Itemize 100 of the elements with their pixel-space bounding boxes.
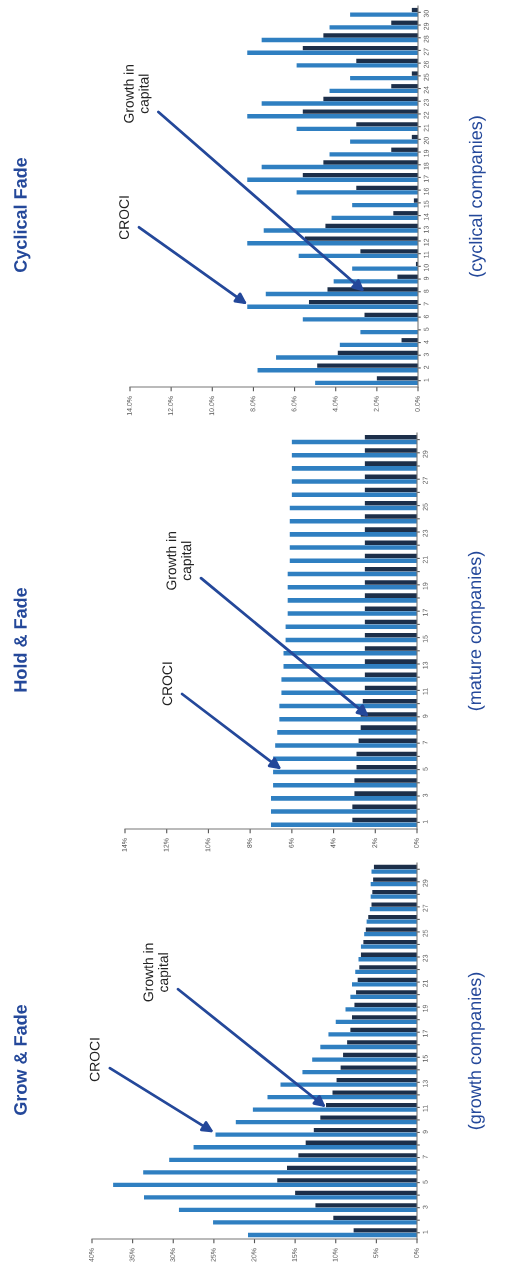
bar bbox=[350, 994, 417, 999]
bar bbox=[360, 944, 417, 949]
bar bbox=[265, 291, 418, 297]
bar bbox=[376, 376, 418, 381]
bar bbox=[289, 532, 417, 537]
bar bbox=[373, 864, 417, 870]
bar bbox=[275, 743, 417, 748]
bar bbox=[364, 514, 417, 519]
bar bbox=[336, 1077, 417, 1083]
bar bbox=[360, 249, 418, 254]
bar bbox=[364, 646, 417, 651]
annotation: CROCI bbox=[89, 1038, 100, 1082]
bar bbox=[247, 50, 418, 55]
bar bbox=[353, 1228, 417, 1233]
bar bbox=[371, 869, 417, 874]
bar bbox=[370, 881, 417, 887]
bar bbox=[296, 126, 418, 132]
bar bbox=[360, 329, 418, 335]
bar bbox=[213, 1220, 417, 1225]
bar bbox=[358, 957, 417, 962]
bar bbox=[247, 304, 418, 309]
bar bbox=[320, 1115, 417, 1120]
annotation: CROCI bbox=[162, 662, 173, 706]
bar bbox=[317, 363, 418, 368]
bar bbox=[356, 122, 418, 127]
bar bbox=[193, 1145, 417, 1150]
bar bbox=[271, 796, 417, 801]
bar bbox=[352, 202, 418, 208]
bar bbox=[323, 96, 418, 102]
annotation: Growth in capital bbox=[123, 64, 152, 123]
bar bbox=[281, 677, 417, 682]
bar bbox=[391, 84, 418, 89]
bar bbox=[308, 299, 418, 305]
bar bbox=[347, 1040, 417, 1045]
bar bbox=[352, 266, 418, 271]
bar bbox=[323, 160, 418, 165]
annotation: Growth in capital bbox=[143, 943, 171, 1002]
bar bbox=[169, 1157, 417, 1162]
y-axis-title: (cyclical companies) bbox=[468, 116, 486, 277]
bar bbox=[261, 101, 418, 106]
bar bbox=[302, 172, 418, 178]
bar bbox=[350, 12, 418, 17]
bar bbox=[397, 274, 418, 279]
bar bbox=[355, 969, 417, 974]
bar bbox=[354, 791, 417, 796]
bar bbox=[393, 211, 418, 216]
bar bbox=[277, 1178, 417, 1183]
bar bbox=[296, 63, 418, 68]
bar bbox=[364, 932, 417, 937]
bar bbox=[280, 1082, 417, 1087]
annotation: Growth in capital bbox=[166, 531, 194, 590]
bar bbox=[364, 448, 417, 453]
bar bbox=[369, 906, 417, 912]
bar bbox=[345, 1007, 417, 1012]
text: Cyclical Fade bbox=[13, 157, 31, 272]
bar bbox=[340, 1065, 417, 1070]
bar bbox=[247, 177, 418, 182]
bar bbox=[215, 1132, 417, 1137]
bar bbox=[360, 952, 417, 957]
bar bbox=[360, 725, 417, 730]
bar bbox=[276, 355, 418, 360]
y-axis-title: (growth companies) bbox=[467, 972, 485, 1130]
bar bbox=[287, 611, 417, 616]
bar bbox=[287, 1165, 417, 1170]
bar bbox=[359, 965, 417, 970]
bar bbox=[235, 1120, 417, 1125]
bar bbox=[291, 466, 417, 471]
bar bbox=[339, 342, 418, 348]
bar bbox=[257, 368, 418, 373]
text: Hold & Fade bbox=[13, 587, 27, 692]
bar bbox=[283, 664, 417, 669]
bar bbox=[343, 1052, 417, 1058]
bar bbox=[313, 1128, 417, 1133]
bar bbox=[335, 1019, 417, 1025]
bar bbox=[350, 75, 418, 81]
y-axis-title: (mature companies) bbox=[467, 551, 485, 711]
bar bbox=[312, 1057, 417, 1062]
bar bbox=[364, 659, 417, 664]
bar bbox=[287, 598, 417, 603]
bar bbox=[263, 228, 418, 233]
bar bbox=[143, 1170, 417, 1175]
bar bbox=[364, 312, 418, 318]
bar bbox=[252, 1107, 417, 1112]
bar bbox=[329, 88, 418, 94]
bar bbox=[354, 778, 417, 783]
bar bbox=[366, 919, 417, 924]
bar bbox=[315, 380, 418, 386]
bar bbox=[144, 1195, 417, 1200]
bar bbox=[271, 809, 417, 814]
bar bbox=[372, 889, 417, 895]
bar bbox=[356, 990, 417, 995]
bar bbox=[391, 147, 418, 152]
bar bbox=[291, 479, 417, 484]
bar bbox=[247, 114, 418, 119]
bar bbox=[350, 139, 418, 144]
bar bbox=[261, 37, 418, 43]
bar bbox=[363, 940, 417, 945]
bar bbox=[304, 236, 418, 241]
bar bbox=[296, 190, 418, 195]
bar bbox=[248, 1232, 417, 1238]
